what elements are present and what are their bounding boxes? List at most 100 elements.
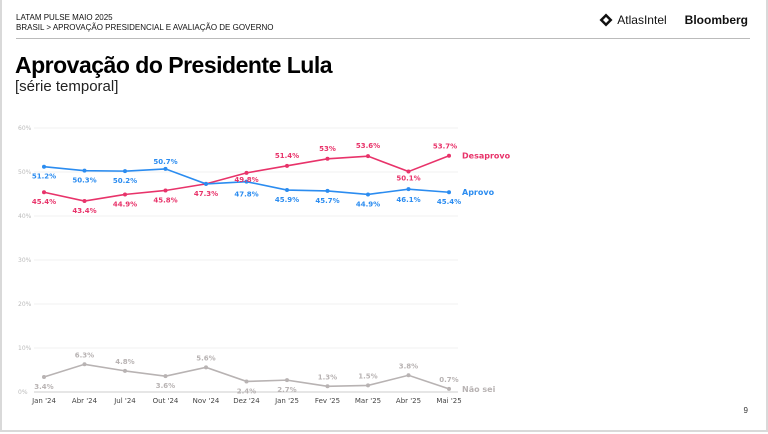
page-title: Aprovação do Presidente Lula [15,52,333,78]
data-label: 3.4% [34,383,53,391]
data-label: 53.6% [356,142,380,150]
data-label: 6.3% [75,351,94,359]
data-point [82,362,87,367]
x-tick-label: Mar '25 [355,397,381,405]
series-legend-label: Desaprovo [462,152,511,161]
x-tick-label: Jan '25 [274,397,299,405]
data-point [285,163,289,168]
atlas-diamond-icon [599,13,613,27]
logos: AtlasIntel Bloomberg [599,13,748,27]
x-tick-label: Abr '24 [72,397,98,405]
data-point [406,373,411,378]
data-point [406,169,411,174]
data-label: 3.8% [399,362,418,370]
header-divider [16,38,750,39]
y-tick-label: 0% [18,389,28,396]
data-label: 2.7% [277,386,296,394]
data-point [325,156,330,161]
data-point [42,164,46,169]
data-point [285,378,289,383]
y-tick-label: 20% [18,301,32,308]
data-label: 50.3% [72,177,96,185]
data-label: 45.9% [275,196,299,204]
data-label: 45.7% [315,197,339,205]
data-point [406,187,411,192]
y-tick-label: 40% [18,213,32,220]
x-tick-label: Abr '25 [396,397,421,405]
series-legend-label: Não sei [462,385,496,394]
x-tick-label: Mai '25 [436,397,461,405]
series-line-não-sei [43,363,450,390]
data-label: 51.2% [32,173,56,181]
x-tick-label: Dez '24 [233,397,260,405]
data-point [82,199,87,204]
page-number: 9 [743,406,748,415]
data-label: 45.4% [32,198,56,206]
data-label: 3.6% [156,382,175,390]
data-point [123,169,127,174]
data-label: 4.8% [115,358,134,366]
data-label: 53.7% [433,143,457,151]
data-label: 53% [319,145,336,153]
data-point [163,188,168,193]
x-tick-label: Nov '24 [193,397,220,405]
data-point [123,192,127,197]
x-tick-label: Jul '24 [113,397,136,405]
data-point [366,383,370,388]
data-label: 1.3% [318,373,337,381]
y-tick-label: 30% [18,257,32,264]
data-point [42,190,46,195]
data-label: 50.7% [153,158,177,166]
data-point [82,168,87,173]
data-point [447,153,451,158]
data-point [325,384,330,389]
data-point [285,188,289,193]
data-point [244,179,249,184]
data-label: 43.4% [72,207,96,215]
atlasintel-logo: AtlasIntel [599,13,667,27]
kicker: LATAM PULSE MAIO 2025 BRASIL > APROVAÇÃO… [16,13,274,33]
data-point [123,368,127,373]
page-subtitle: [série temporal] [15,78,119,95]
data-label: 1.5% [358,372,377,380]
data-label: 50.1% [396,175,420,183]
series-legend-label: Aprovo [462,188,495,197]
y-tick-label: 60% [18,125,32,132]
data-label: 50.2% [113,177,137,185]
data-label: 45.8% [153,196,177,204]
data-label: 49.8% [234,176,258,184]
data-point [447,386,451,391]
x-tick-label: Fev '25 [315,397,340,405]
data-point [244,379,249,384]
data-point [244,170,249,175]
data-point [366,154,370,159]
breadcrumb: BRASIL > APROVAÇÃO PRESIDENCIAL E AVALIA… [16,23,274,32]
data-point [42,375,46,380]
data-point [163,374,168,379]
data-label: 0.7% [439,376,458,384]
data-label: 5.6% [196,354,215,362]
data-label: 51.4% [275,152,299,160]
atlas-logo-text: AtlasIntel [617,13,667,27]
data-label: 2.4% [237,387,256,395]
data-point [447,190,451,195]
data-point [366,192,370,197]
data-point [325,188,330,193]
data-label: 47.3% [194,190,218,198]
data-label: 44.9% [356,200,380,208]
bloomberg-logo: Bloomberg [684,13,748,27]
data-label: 45.4% [437,198,461,206]
x-tick-label: Jan '24 [31,397,56,405]
y-tick-label: 10% [18,345,32,352]
data-label: 46.1% [396,196,420,204]
data-point [204,181,208,186]
x-tick-label: Out '24 [153,397,179,405]
kicker-survey: LATAM PULSE MAIO 2025 [16,13,113,22]
data-point [163,166,168,171]
data-label: 47.8% [234,191,258,199]
data-label: 44.9% [113,200,137,208]
data-point [204,365,208,370]
y-tick-label: 50% [18,169,32,176]
